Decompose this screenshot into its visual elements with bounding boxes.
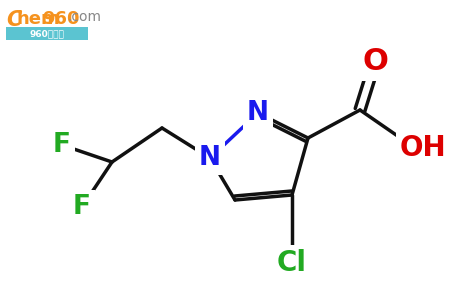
Text: 960化工网: 960化工网 [29,29,64,38]
Text: F: F [73,194,91,220]
Text: OH: OH [400,134,447,162]
Text: C: C [6,10,21,30]
FancyBboxPatch shape [6,27,88,40]
Text: O: O [362,47,388,76]
Text: .com: .com [68,10,102,24]
Text: Cl: Cl [277,249,307,277]
Text: 960: 960 [42,10,80,28]
Text: N: N [199,145,221,171]
Text: N: N [247,100,269,126]
Text: hem: hem [16,10,60,28]
Text: F: F [53,132,71,158]
